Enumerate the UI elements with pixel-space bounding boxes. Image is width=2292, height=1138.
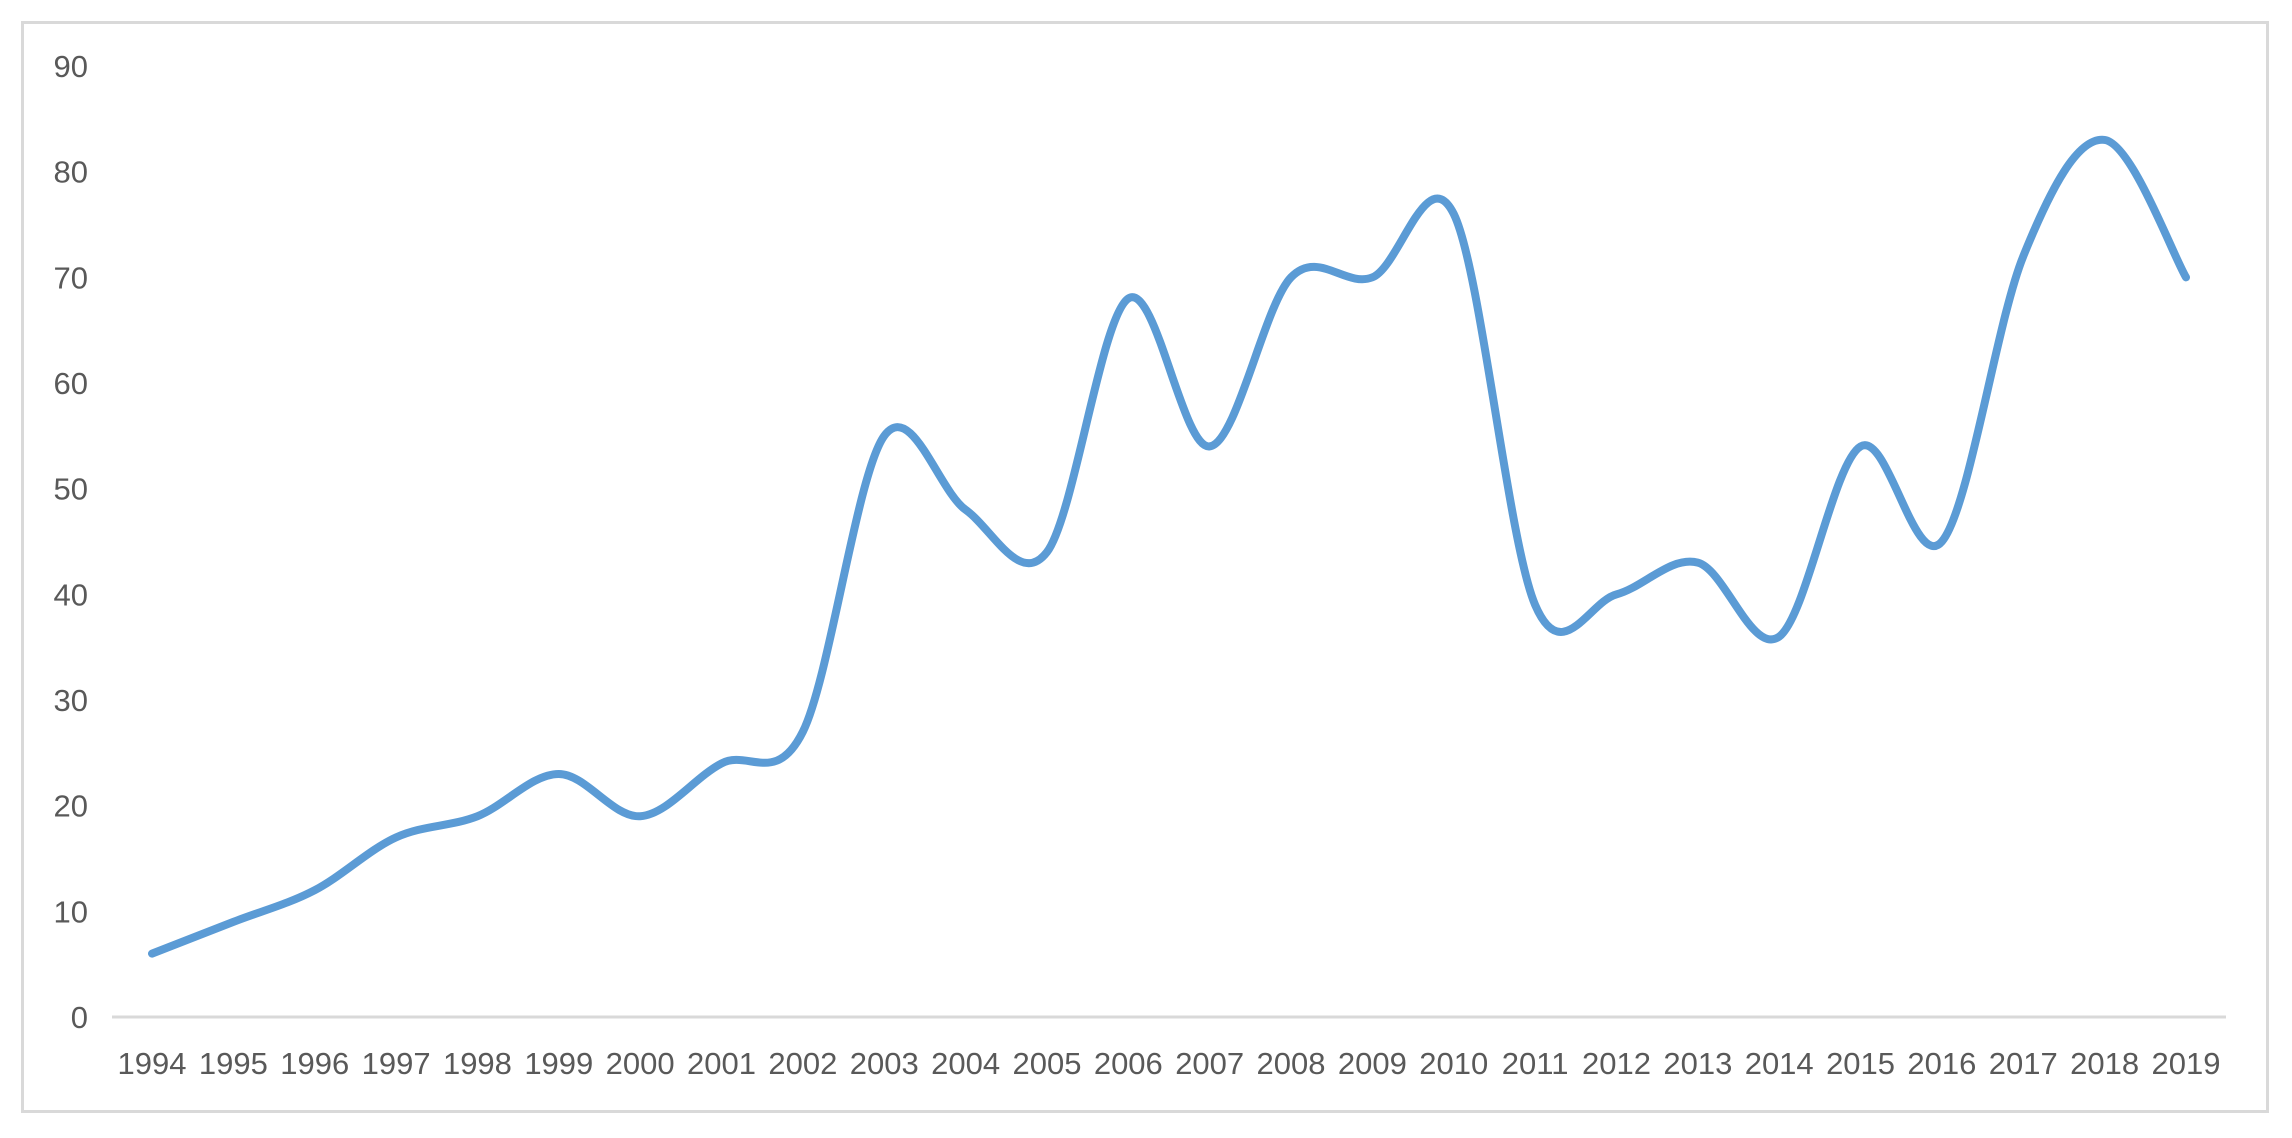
x-tick-label: 2017 <box>1989 1046 2058 1081</box>
x-tick-label: 2010 <box>1419 1046 1488 1081</box>
y-tick-label: 90 <box>54 49 88 84</box>
x-tick-label: 2012 <box>1582 1046 1651 1081</box>
data-point <box>473 812 481 820</box>
data-point <box>1775 633 1783 641</box>
data-point <box>1612 590 1620 598</box>
x-tick-label: 2009 <box>1338 1046 1407 1081</box>
x-tick-label: 2004 <box>931 1046 1000 1081</box>
x-tick-label: 1998 <box>443 1046 512 1081</box>
data-point <box>962 506 970 514</box>
y-tick-label: 20 <box>54 789 88 824</box>
data-point <box>555 770 563 778</box>
x-tick-label: 2005 <box>1012 1046 1081 1081</box>
x-tick-label: 2002 <box>768 1046 837 1081</box>
x-tick-label: 2014 <box>1745 1046 1814 1081</box>
x-tick-label: 2006 <box>1094 1046 1163 1081</box>
data-point <box>1043 548 1051 556</box>
x-tick-label: 2011 <box>1502 1046 1569 1081</box>
data-point <box>636 812 644 820</box>
data-point <box>799 728 807 736</box>
x-tick-label: 2018 <box>2070 1046 2139 1081</box>
x-tick-label: 2013 <box>1663 1046 1732 1081</box>
x-tick-label: 2015 <box>1826 1046 1895 1081</box>
data-point <box>1287 273 1295 281</box>
data-point <box>1206 442 1214 450</box>
data-point <box>229 918 237 926</box>
data-point <box>2182 273 2190 281</box>
data-point <box>1124 294 1132 302</box>
data-point <box>1450 210 1458 218</box>
x-tick-label: 2000 <box>606 1046 675 1081</box>
data-point <box>1694 559 1702 567</box>
x-tick-label: 1999 <box>524 1046 593 1081</box>
data-point <box>2101 136 2109 144</box>
y-tick-label: 60 <box>54 366 88 401</box>
data-point <box>392 833 400 841</box>
y-axis-ticks: 0 10 20 30 40 50 60 70 80 90 <box>54 49 88 1035</box>
x-tick-label: 2001 <box>687 1046 756 1081</box>
x-tick-label: 1994 <box>118 1046 187 1081</box>
data-point <box>1531 601 1539 609</box>
data-point <box>148 950 156 958</box>
y-tick-label: 40 <box>54 577 88 612</box>
y-tick-label: 0 <box>71 1000 88 1035</box>
data-point <box>718 759 726 767</box>
data-point <box>311 886 319 894</box>
y-tick-label: 80 <box>54 155 88 190</box>
data-point <box>880 432 888 440</box>
data-point <box>1368 273 1376 281</box>
chart-frame <box>21 21 2269 1113</box>
x-tick-label: 2003 <box>850 1046 919 1081</box>
y-tick-label: 30 <box>54 683 88 718</box>
x-axis-ticks: 1994 1995 1996 1997 1998 1999 2000 2001 2002 2003… <box>118 1046 2221 1081</box>
x-tick-label: 1995 <box>199 1046 268 1081</box>
x-tick-label: 2019 <box>2152 1046 2221 1081</box>
x-tick-label: 1996 <box>280 1046 349 1081</box>
data-point <box>1857 442 1865 450</box>
x-tick-label: 1997 <box>362 1046 431 1081</box>
series-line <box>148 135 2190 958</box>
x-tick-label: 2007 <box>1175 1046 1244 1081</box>
data-point <box>2019 252 2027 260</box>
data-point <box>1938 538 1946 546</box>
y-tick-label: 10 <box>54 894 88 929</box>
x-tick-label: 2016 <box>1907 1046 1976 1081</box>
x-tick-label: 2008 <box>1257 1046 1326 1081</box>
y-tick-label: 70 <box>54 260 88 295</box>
y-tick-label: 50 <box>54 472 88 507</box>
data-points <box>148 136 2190 958</box>
